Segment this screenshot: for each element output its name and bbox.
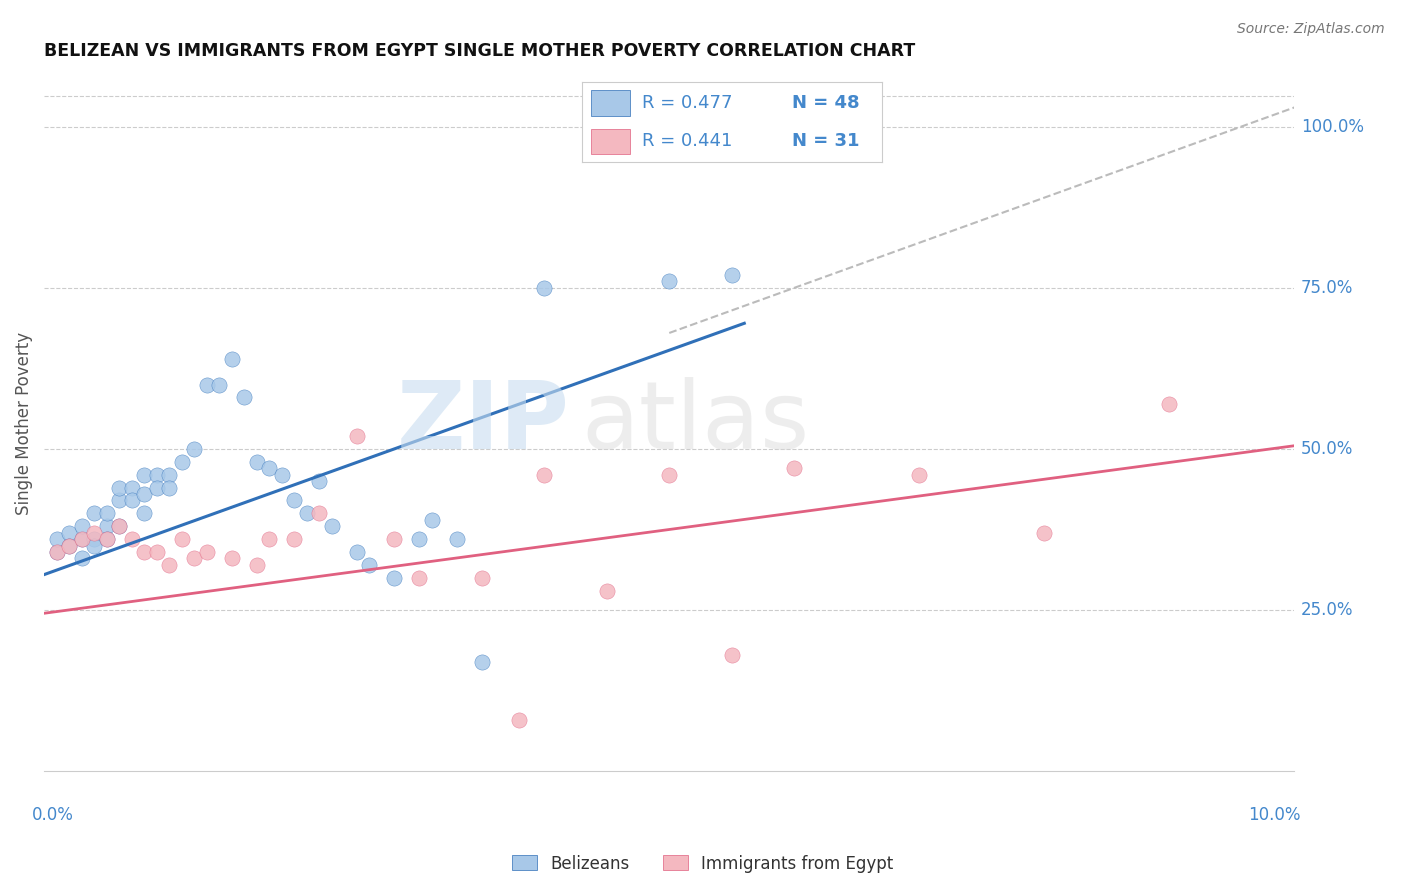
Point bbox=[246, 455, 269, 469]
Point bbox=[45, 545, 67, 559]
Point bbox=[270, 467, 292, 482]
Point bbox=[1159, 397, 1181, 411]
Point bbox=[359, 558, 381, 572]
Point bbox=[170, 532, 193, 546]
Point bbox=[157, 558, 180, 572]
Point bbox=[283, 532, 305, 546]
Point bbox=[134, 467, 156, 482]
Point bbox=[1033, 525, 1056, 540]
Point bbox=[157, 481, 180, 495]
Point bbox=[96, 532, 118, 546]
Point bbox=[108, 481, 131, 495]
Point bbox=[382, 532, 405, 546]
Text: 75.0%: 75.0% bbox=[1301, 279, 1353, 297]
Point bbox=[446, 532, 468, 546]
Point bbox=[121, 532, 143, 546]
Point bbox=[96, 532, 118, 546]
Point bbox=[96, 507, 118, 521]
Point bbox=[58, 539, 80, 553]
Text: 25.0%: 25.0% bbox=[1301, 601, 1353, 619]
Point bbox=[145, 467, 167, 482]
Point bbox=[408, 571, 430, 585]
Point bbox=[134, 487, 156, 501]
Point bbox=[45, 532, 67, 546]
Point bbox=[221, 351, 243, 366]
Point bbox=[83, 507, 105, 521]
Point bbox=[420, 513, 443, 527]
Point bbox=[83, 539, 105, 553]
Point bbox=[108, 519, 131, 533]
Text: Source: ZipAtlas.com: Source: ZipAtlas.com bbox=[1237, 22, 1385, 37]
Point bbox=[58, 539, 80, 553]
Point bbox=[45, 545, 67, 559]
Point bbox=[533, 281, 555, 295]
Point bbox=[183, 442, 205, 456]
Point bbox=[221, 551, 243, 566]
Point bbox=[908, 467, 931, 482]
Text: ZIP: ZIP bbox=[396, 377, 569, 469]
Point bbox=[246, 558, 269, 572]
Point bbox=[157, 467, 180, 482]
Point bbox=[720, 648, 742, 662]
Point bbox=[321, 519, 343, 533]
Point bbox=[508, 713, 530, 727]
Point bbox=[170, 455, 193, 469]
Point bbox=[720, 268, 742, 282]
Text: 100.0%: 100.0% bbox=[1301, 118, 1364, 136]
Point bbox=[145, 481, 167, 495]
Point bbox=[145, 545, 167, 559]
Text: 50.0%: 50.0% bbox=[1301, 440, 1353, 458]
Point bbox=[83, 525, 105, 540]
Text: BELIZEAN VS IMMIGRANTS FROM EGYPT SINGLE MOTHER POVERTY CORRELATION CHART: BELIZEAN VS IMMIGRANTS FROM EGYPT SINGLE… bbox=[44, 42, 915, 60]
Point bbox=[121, 481, 143, 495]
Text: 10.0%: 10.0% bbox=[1249, 806, 1301, 824]
Point bbox=[58, 525, 80, 540]
Point bbox=[283, 493, 305, 508]
Point bbox=[121, 493, 143, 508]
Text: 0.0%: 0.0% bbox=[31, 806, 73, 824]
Point bbox=[658, 274, 681, 288]
Point bbox=[70, 519, 93, 533]
Point bbox=[134, 507, 156, 521]
Point bbox=[70, 532, 93, 546]
Point bbox=[471, 655, 494, 669]
Point bbox=[783, 461, 806, 475]
Legend: Belizeans, Immigrants from Egypt: Belizeans, Immigrants from Egypt bbox=[506, 848, 900, 880]
Point bbox=[346, 545, 368, 559]
Point bbox=[308, 474, 330, 488]
Point bbox=[70, 532, 93, 546]
Point bbox=[533, 467, 555, 482]
Point bbox=[308, 507, 330, 521]
Point bbox=[96, 519, 118, 533]
Text: atlas: atlas bbox=[582, 377, 810, 469]
Point bbox=[208, 377, 231, 392]
Point bbox=[658, 467, 681, 482]
Point bbox=[257, 461, 280, 475]
Point bbox=[233, 391, 256, 405]
Point bbox=[346, 429, 368, 443]
Point bbox=[471, 571, 494, 585]
Point bbox=[183, 551, 205, 566]
Point bbox=[195, 545, 218, 559]
Y-axis label: Single Mother Poverty: Single Mother Poverty bbox=[15, 332, 32, 515]
Point bbox=[596, 583, 619, 598]
Point bbox=[134, 545, 156, 559]
Point bbox=[83, 532, 105, 546]
Point bbox=[70, 551, 93, 566]
Point bbox=[108, 493, 131, 508]
Point bbox=[382, 571, 405, 585]
Point bbox=[257, 532, 280, 546]
Point bbox=[408, 532, 430, 546]
Point bbox=[295, 507, 318, 521]
Point bbox=[108, 519, 131, 533]
Point bbox=[195, 377, 218, 392]
